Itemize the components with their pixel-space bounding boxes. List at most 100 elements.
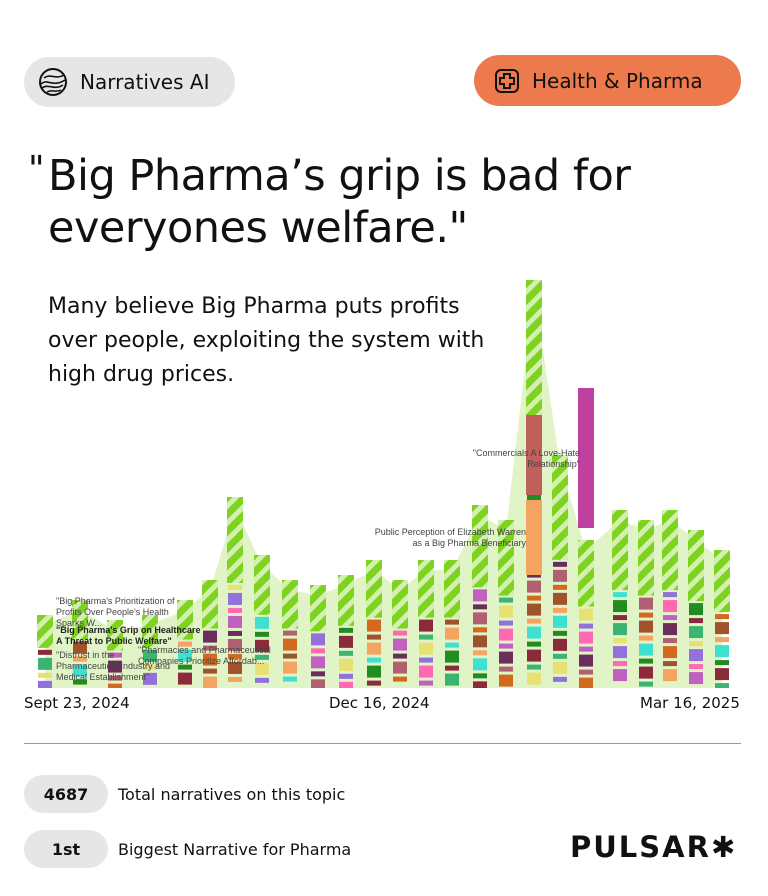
narrative-segment [527,626,541,639]
narrative-segment [143,664,157,670]
narrative-segment [553,661,567,674]
narrative-segment [527,603,541,616]
narrative-segment [339,658,353,671]
narrative-segment [311,671,325,677]
narrative-segment [527,672,541,685]
narrative-segment [663,623,677,636]
narrative-segment [613,646,627,659]
narrative-segment [339,673,353,679]
narrative-segment [663,638,677,644]
narrative-segment [203,630,217,643]
narrative-segment [283,676,297,682]
narrative-segment [367,657,381,663]
topic-pill: Health & Pharma [474,55,741,106]
pulsar-logo: PULSAR✱ [570,830,738,864]
narrative-bar [444,560,460,618]
narrative-segment [419,634,433,640]
narrative-segment [473,589,487,602]
narrative-segment [689,672,703,685]
topic-label: Health & Pharma [532,68,703,93]
brand-pill: Narratives AI [24,57,235,107]
date-start: Sept 23, 2024 [24,694,130,712]
narrative-segment [419,642,433,655]
narrative-segment [228,584,242,590]
subtitle: Many believe Big Pharma puts profits ove… [48,294,485,387]
narrative-segment [473,627,487,633]
narrative-bar [472,505,488,588]
narrative-segment [38,649,52,655]
narrative-segment [578,388,594,528]
narrative-segment [639,658,653,664]
headline-quote: " Big Pharma’s grip is bad for everyones … [28,149,748,254]
narrative-segment [108,660,122,673]
narrative-segment [108,675,122,681]
narrative-segment [143,649,157,662]
narrative-segment [311,648,325,654]
narrative-segment [339,627,353,633]
narrative-segment [639,635,653,641]
headline-text: Big Pharma’s grip is bad for everyones w… [48,151,631,253]
narrative-bar [254,555,270,615]
narrative-segment [579,669,593,675]
date-mid: Dec 16, 2024 [329,694,430,712]
narrative-bar [310,585,326,632]
narrative-segment [499,666,513,672]
narrative-bar [638,520,654,596]
narrative-segment [663,592,677,598]
narrative-segment [689,664,703,670]
narrative-segment [445,642,459,648]
narrative-bar [578,540,594,607]
narrative-segment [715,660,729,666]
narrative-bar [612,510,628,591]
narrative-segment [715,645,729,658]
narrative-segment [255,654,269,660]
narrative-bar [714,550,730,613]
narrative-segment [393,653,407,659]
narrative-segment [73,641,87,654]
narrative-segment [499,651,513,664]
date-end: Mar 16, 2025 [640,694,740,712]
narrative-segment [579,608,593,621]
narrative-segment [178,664,192,670]
narrative-segment [311,656,325,669]
narrative-segment [367,619,381,632]
narrative-segment [613,669,627,682]
narrative-segment [553,592,567,605]
narrative-segment [255,662,269,675]
narrative-segment [393,630,407,636]
narrative-segment [499,628,513,641]
narrative-segment [473,681,487,688]
stat-badge: 1st [24,830,108,868]
narrative-segment [613,592,627,598]
narrative-bar [662,510,678,591]
narrative-segment [715,637,729,643]
narrative-segment [108,683,122,688]
narrative-segment [393,676,407,682]
narrative-segment [339,635,353,648]
narrative-segment [553,638,567,651]
narrative-segment [579,677,593,688]
divider [24,743,741,744]
narrative-segment [255,639,269,652]
narrative-segment [393,638,407,651]
narrative-segment [527,649,541,662]
narrative-segment [613,600,627,613]
narrative-segment [419,665,433,678]
narrative-segment [715,622,729,635]
narrative-segment [613,638,627,644]
narrative-segment [38,672,52,678]
narrative-segment [228,630,242,636]
narrative-segment [178,649,192,662]
narrative-segment [663,600,677,613]
narrative-segment [553,569,567,582]
narrative-segment [143,672,157,685]
narrative-segment [367,680,381,686]
narrative-segment [255,616,269,629]
narrative-bar [202,580,218,629]
narrative-segment [639,597,653,610]
narrative-segment [203,645,217,651]
narrative-segment [38,657,52,670]
quote-mark: " [28,149,45,190]
narrative-segment [553,630,567,636]
narrative-bar [498,520,514,596]
